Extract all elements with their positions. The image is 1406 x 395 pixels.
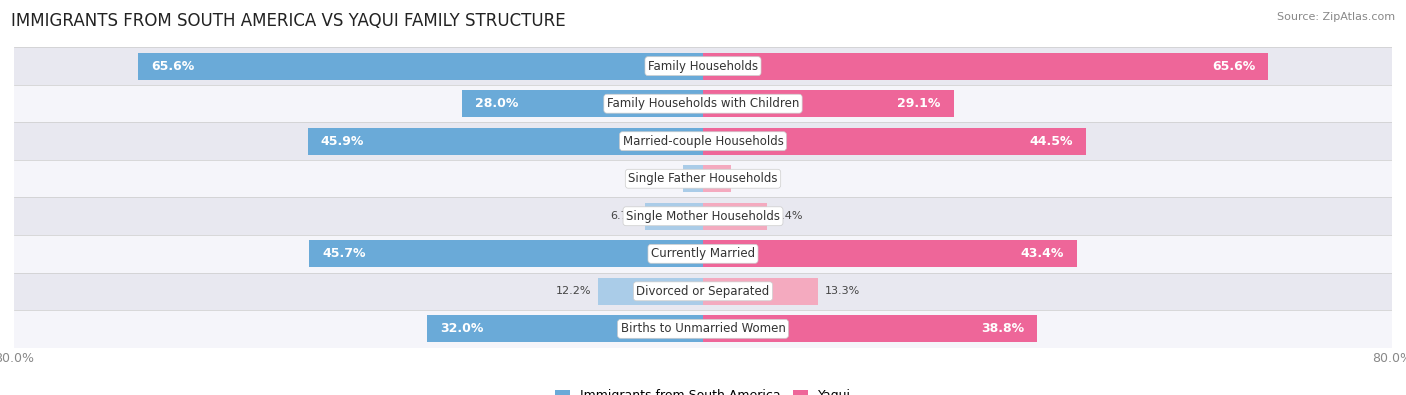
Bar <box>14 310 1392 348</box>
Bar <box>598 278 703 305</box>
Text: 65.6%: 65.6% <box>150 60 194 73</box>
Bar <box>703 278 817 305</box>
Bar <box>703 53 1268 80</box>
Bar <box>14 85 1392 122</box>
Bar <box>645 203 703 230</box>
Text: 32.0%: 32.0% <box>440 322 484 335</box>
Bar <box>14 235 1392 273</box>
Bar <box>14 160 1392 198</box>
Bar <box>461 90 703 117</box>
Text: Births to Unmarried Women: Births to Unmarried Women <box>620 322 786 335</box>
Bar <box>703 240 1077 267</box>
Text: 3.2%: 3.2% <box>738 174 766 184</box>
Text: 45.7%: 45.7% <box>322 247 366 260</box>
Text: 6.7%: 6.7% <box>610 211 638 221</box>
Text: 12.2%: 12.2% <box>555 286 591 296</box>
Text: Divorced or Separated: Divorced or Separated <box>637 285 769 298</box>
Bar <box>308 128 703 155</box>
Bar <box>703 128 1087 155</box>
Text: 38.8%: 38.8% <box>981 322 1024 335</box>
Text: Family Households with Children: Family Households with Children <box>607 97 799 110</box>
Text: Source: ZipAtlas.com: Source: ZipAtlas.com <box>1277 12 1395 22</box>
Text: 44.5%: 44.5% <box>1029 135 1073 148</box>
Bar <box>703 203 766 230</box>
Bar <box>683 165 703 192</box>
Bar <box>427 315 703 342</box>
Text: 13.3%: 13.3% <box>824 286 859 296</box>
Text: 29.1%: 29.1% <box>897 97 941 110</box>
Bar <box>138 53 703 80</box>
Text: 65.6%: 65.6% <box>1212 60 1256 73</box>
Text: 7.4%: 7.4% <box>773 211 801 221</box>
Text: IMMIGRANTS FROM SOUTH AMERICA VS YAQUI FAMILY STRUCTURE: IMMIGRANTS FROM SOUTH AMERICA VS YAQUI F… <box>11 12 565 30</box>
Text: Currently Married: Currently Married <box>651 247 755 260</box>
Bar <box>14 273 1392 310</box>
Text: 28.0%: 28.0% <box>475 97 519 110</box>
Bar <box>703 90 953 117</box>
Text: 45.9%: 45.9% <box>321 135 364 148</box>
Text: Family Households: Family Households <box>648 60 758 73</box>
Text: Single Father Households: Single Father Households <box>628 172 778 185</box>
Bar <box>14 198 1392 235</box>
Text: Married-couple Households: Married-couple Households <box>623 135 783 148</box>
Bar <box>14 47 1392 85</box>
Bar <box>14 122 1392 160</box>
Bar <box>309 240 703 267</box>
Bar <box>703 315 1038 342</box>
Text: Single Mother Households: Single Mother Households <box>626 210 780 223</box>
Legend: Immigrants from South America, Yaqui: Immigrants from South America, Yaqui <box>550 384 856 395</box>
Text: 43.4%: 43.4% <box>1021 247 1064 260</box>
Text: 2.3%: 2.3% <box>648 174 676 184</box>
Bar <box>703 165 731 192</box>
